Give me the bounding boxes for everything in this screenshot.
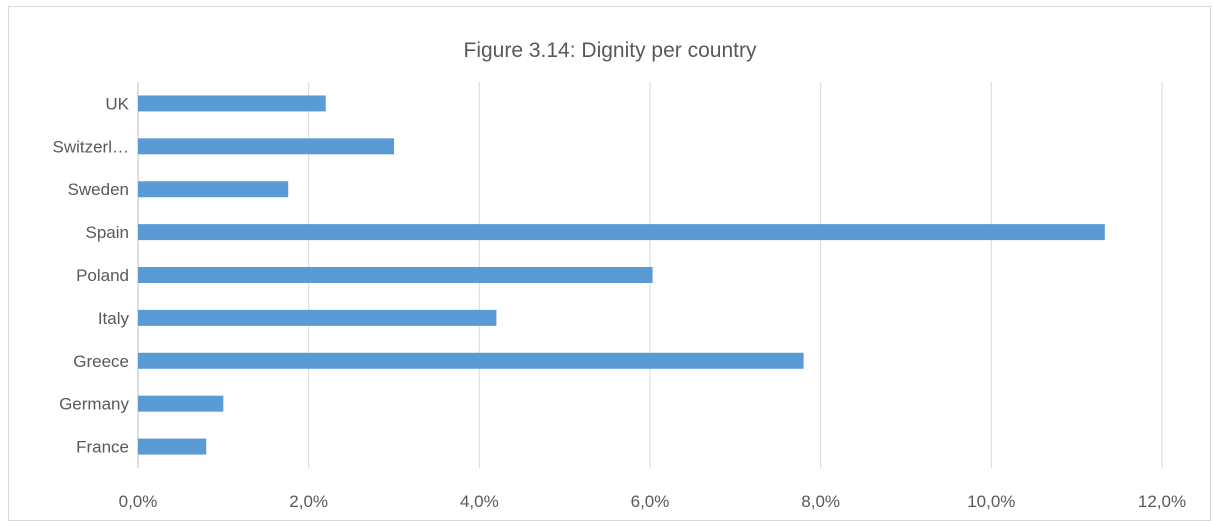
bar-switzerl xyxy=(138,138,394,155)
x-tick-labels: 0,0% 2,0% 4,0% 6,0% 8,0% 10,0% 12,0% xyxy=(119,492,1186,511)
bar-poland xyxy=(138,267,653,283)
category-label: France xyxy=(76,438,129,457)
bar-italy xyxy=(138,309,497,326)
chart-frame xyxy=(8,6,1211,521)
bar-sweden xyxy=(138,181,289,198)
category-label: Italy xyxy=(98,309,130,328)
x-tick-label: 8,0% xyxy=(801,492,840,511)
bar-uk xyxy=(138,95,326,112)
x-tick-label: 10,0% xyxy=(967,492,1015,511)
bar-greece xyxy=(138,352,804,369)
category-label: Poland xyxy=(76,266,129,285)
category-label: Sweden xyxy=(68,180,129,199)
category-label: Greece xyxy=(73,352,129,371)
category-label: Switzerl… xyxy=(52,137,129,156)
bar-france xyxy=(138,438,207,455)
bars xyxy=(138,95,1105,455)
x-tick-label: 2,0% xyxy=(289,492,328,511)
x-tick-label: 0,0% xyxy=(119,492,158,511)
chart-title: Figure 3.14: Dignity per country xyxy=(464,39,757,62)
category-label: Spain xyxy=(86,223,129,242)
bar-germany xyxy=(138,395,224,412)
bar-spain xyxy=(138,224,1105,241)
category-label: UK xyxy=(105,94,129,113)
category-labels: UK Switzerl… Sweden Spain Poland Italy Greece G… xyxy=(52,94,129,456)
category-label: Germany xyxy=(59,395,129,414)
x-tick-label: 12,0% xyxy=(1138,492,1186,511)
x-tick-label: 6,0% xyxy=(631,492,670,511)
x-tick-label: 4,0% xyxy=(460,492,499,511)
